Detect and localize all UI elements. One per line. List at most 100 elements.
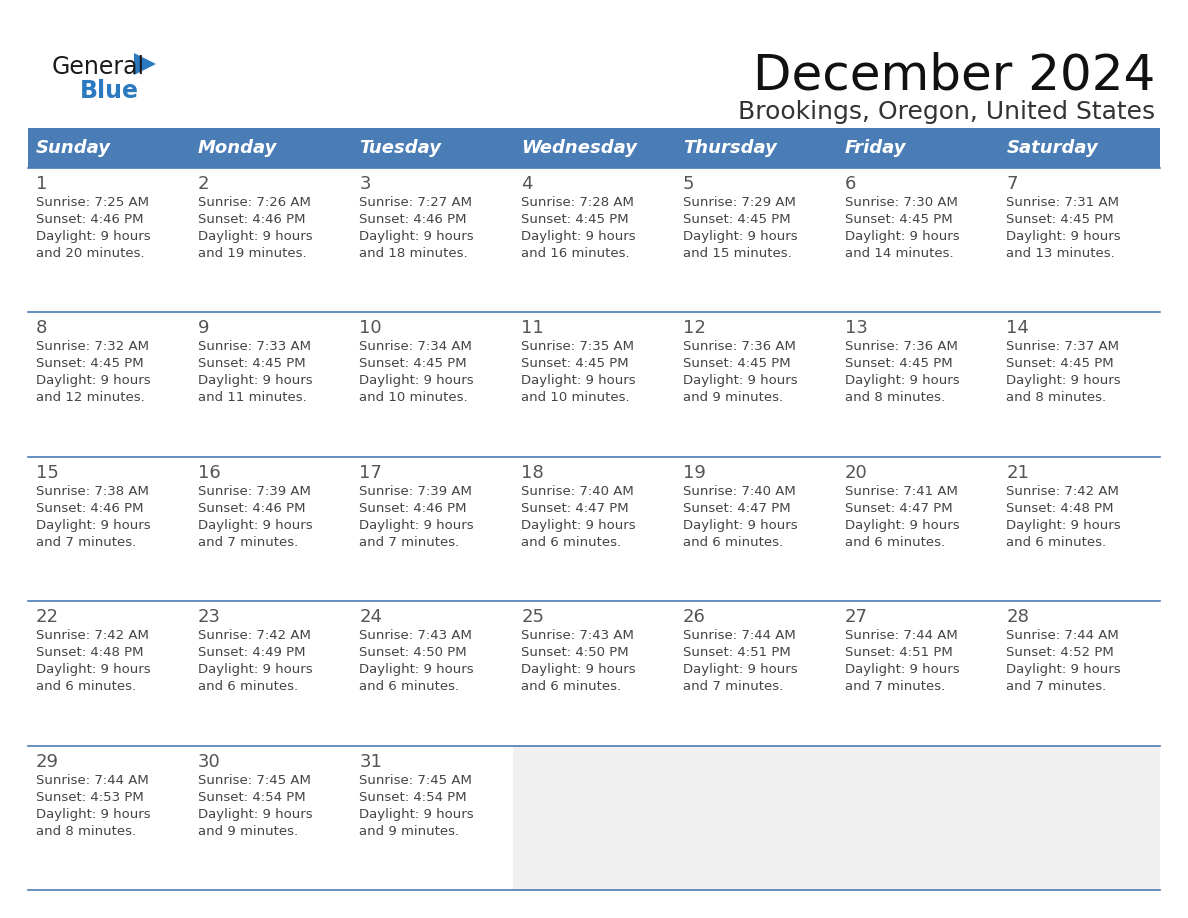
Bar (29, 168, 190, 312)
Text: Sunset: 4:47 PM: Sunset: 4:47 PM (522, 502, 628, 515)
Text: 4: 4 (522, 175, 532, 193)
Text: and 6 minutes.: and 6 minutes. (845, 536, 944, 549)
Bar (513, 168, 675, 312)
Text: Sunset: 4:50 PM: Sunset: 4:50 PM (360, 646, 467, 659)
Bar (352, 457, 513, 601)
Text: Sunrise: 7:33 AM: Sunrise: 7:33 AM (197, 341, 311, 353)
Bar (836, 312, 998, 457)
Text: Daylight: 9 hours: Daylight: 9 hours (1006, 519, 1121, 532)
Text: Sunset: 4:48 PM: Sunset: 4:48 PM (36, 646, 144, 659)
Bar (998, 312, 1159, 457)
Bar (836, 457, 998, 601)
Text: Daylight: 9 hours: Daylight: 9 hours (197, 230, 312, 243)
Text: Daylight: 9 hours: Daylight: 9 hours (845, 663, 959, 677)
Text: Daylight: 9 hours: Daylight: 9 hours (522, 519, 636, 532)
Text: Sunrise: 7:42 AM: Sunrise: 7:42 AM (36, 629, 148, 643)
Text: Daylight: 9 hours: Daylight: 9 hours (360, 808, 474, 821)
Text: Sunset: 4:51 PM: Sunset: 4:51 PM (845, 646, 953, 659)
Bar (998, 168, 1159, 312)
Text: 14: 14 (1006, 319, 1029, 338)
Text: Sunrise: 7:35 AM: Sunrise: 7:35 AM (522, 341, 634, 353)
Text: Sunset: 4:45 PM: Sunset: 4:45 PM (1006, 213, 1114, 226)
Text: Daylight: 9 hours: Daylight: 9 hours (522, 663, 636, 677)
Text: 21: 21 (1006, 464, 1029, 482)
Bar (352, 601, 513, 745)
Text: and 9 minutes.: and 9 minutes. (360, 824, 460, 837)
Text: Sunrise: 7:36 AM: Sunrise: 7:36 AM (845, 341, 958, 353)
Text: 19: 19 (683, 464, 706, 482)
Text: and 6 minutes.: and 6 minutes. (522, 536, 621, 549)
Text: and 7 minutes.: and 7 minutes. (197, 536, 298, 549)
Text: Sunset: 4:51 PM: Sunset: 4:51 PM (683, 646, 790, 659)
Bar (513, 601, 675, 745)
Bar (29, 128, 190, 168)
Bar (998, 601, 1159, 745)
Polygon shape (134, 53, 156, 75)
Text: Saturday: Saturday (1006, 139, 1098, 157)
Text: Daylight: 9 hours: Daylight: 9 hours (522, 230, 636, 243)
Text: Sunrise: 7:36 AM: Sunrise: 7:36 AM (683, 341, 796, 353)
Text: Sunset: 4:54 PM: Sunset: 4:54 PM (360, 790, 467, 803)
Bar (190, 601, 352, 745)
Text: and 9 minutes.: and 9 minutes. (683, 391, 783, 405)
Text: Daylight: 9 hours: Daylight: 9 hours (683, 230, 797, 243)
Text: 23: 23 (197, 609, 221, 626)
Text: Sunrise: 7:38 AM: Sunrise: 7:38 AM (36, 485, 148, 498)
Text: Sunset: 4:45 PM: Sunset: 4:45 PM (683, 357, 790, 370)
Text: Daylight: 9 hours: Daylight: 9 hours (197, 808, 312, 821)
Text: Sunset: 4:46 PM: Sunset: 4:46 PM (360, 502, 467, 515)
Text: Sunrise: 7:44 AM: Sunrise: 7:44 AM (683, 629, 796, 643)
Text: 10: 10 (360, 319, 383, 338)
Text: Sunset: 4:46 PM: Sunset: 4:46 PM (360, 213, 467, 226)
Text: December 2024: December 2024 (753, 52, 1155, 100)
Text: Sunset: 4:45 PM: Sunset: 4:45 PM (1006, 357, 1114, 370)
Text: Sunrise: 7:39 AM: Sunrise: 7:39 AM (360, 485, 473, 498)
Text: Friday: Friday (845, 139, 906, 157)
Text: and 13 minutes.: and 13 minutes. (1006, 247, 1116, 260)
Text: Daylight: 9 hours: Daylight: 9 hours (683, 375, 797, 387)
Text: Sunrise: 7:45 AM: Sunrise: 7:45 AM (197, 774, 310, 787)
Text: 9: 9 (197, 319, 209, 338)
Text: 12: 12 (683, 319, 706, 338)
Bar (190, 168, 352, 312)
Text: Sunrise: 7:43 AM: Sunrise: 7:43 AM (360, 629, 473, 643)
Bar (29, 601, 190, 745)
Text: Tuesday: Tuesday (360, 139, 442, 157)
Text: and 8 minutes.: and 8 minutes. (845, 391, 944, 405)
Bar (675, 745, 836, 890)
Text: and 20 minutes.: and 20 minutes. (36, 247, 145, 260)
Text: Sunrise: 7:45 AM: Sunrise: 7:45 AM (360, 774, 473, 787)
Text: Monday: Monday (197, 139, 277, 157)
Text: 16: 16 (197, 464, 221, 482)
Text: Daylight: 9 hours: Daylight: 9 hours (1006, 663, 1121, 677)
Text: and 10 minutes.: and 10 minutes. (360, 391, 468, 405)
Text: and 7 minutes.: and 7 minutes. (36, 536, 137, 549)
Text: Sunset: 4:46 PM: Sunset: 4:46 PM (36, 213, 144, 226)
Text: and 6 minutes.: and 6 minutes. (1006, 536, 1106, 549)
Text: 2: 2 (197, 175, 209, 193)
Text: 7: 7 (1006, 175, 1018, 193)
Text: Daylight: 9 hours: Daylight: 9 hours (360, 519, 474, 532)
Text: and 7 minutes.: and 7 minutes. (683, 680, 783, 693)
Bar (190, 745, 352, 890)
Text: Daylight: 9 hours: Daylight: 9 hours (360, 375, 474, 387)
Text: 8: 8 (36, 319, 48, 338)
Text: Daylight: 9 hours: Daylight: 9 hours (36, 375, 151, 387)
Text: and 6 minutes.: and 6 minutes. (683, 536, 783, 549)
Bar (675, 128, 836, 168)
Text: Sunrise: 7:40 AM: Sunrise: 7:40 AM (522, 485, 634, 498)
Text: Brookings, Oregon, United States: Brookings, Oregon, United States (738, 100, 1155, 124)
Text: 1: 1 (36, 175, 48, 193)
Text: Sunrise: 7:29 AM: Sunrise: 7:29 AM (683, 196, 796, 209)
Text: Sunset: 4:45 PM: Sunset: 4:45 PM (360, 357, 467, 370)
Text: Daylight: 9 hours: Daylight: 9 hours (36, 663, 151, 677)
Text: 26: 26 (683, 609, 706, 626)
Bar (675, 168, 836, 312)
Text: Sunset: 4:52 PM: Sunset: 4:52 PM (1006, 646, 1114, 659)
Text: and 6 minutes.: and 6 minutes. (36, 680, 137, 693)
Text: 25: 25 (522, 609, 544, 626)
Text: Sunset: 4:48 PM: Sunset: 4:48 PM (1006, 502, 1114, 515)
Text: and 8 minutes.: and 8 minutes. (36, 824, 137, 837)
Bar (29, 457, 190, 601)
Text: Sunrise: 7:43 AM: Sunrise: 7:43 AM (522, 629, 634, 643)
